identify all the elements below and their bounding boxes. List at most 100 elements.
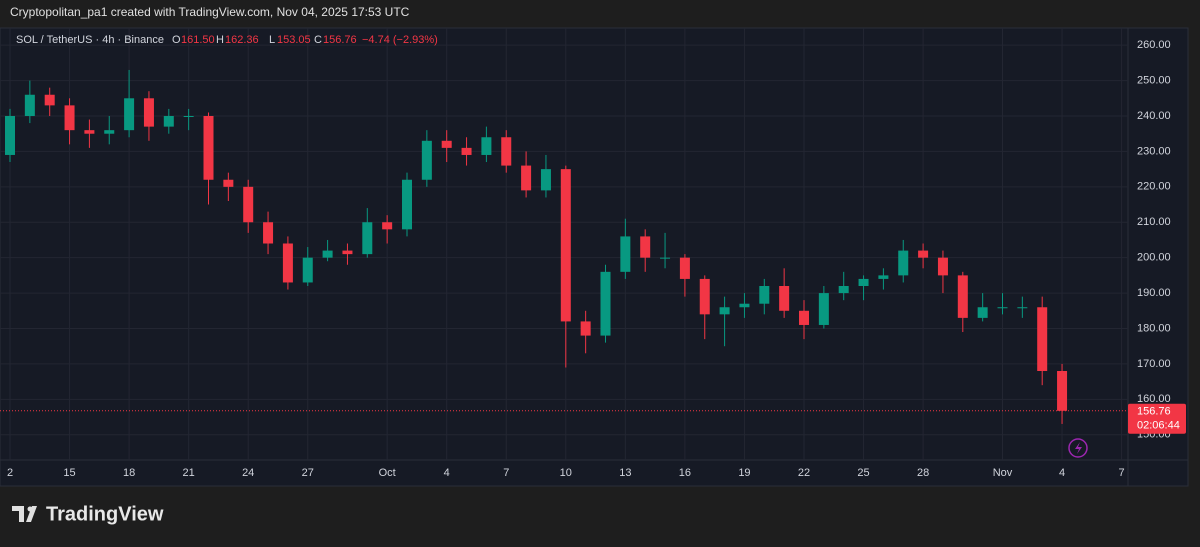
candle-body xyxy=(263,222,274,244)
candle-body xyxy=(898,250,909,276)
logo-dot xyxy=(27,506,33,512)
alert-icon[interactable] xyxy=(1068,438,1088,458)
candle-body xyxy=(1037,307,1048,371)
h-value: 162.36 xyxy=(225,34,259,46)
l-label: L xyxy=(269,34,275,46)
y-tick-label: 210.00 xyxy=(1137,216,1171,228)
candle-body xyxy=(362,222,373,255)
candle-body xyxy=(441,140,452,148)
x-tick-label: 25 xyxy=(857,467,869,479)
change: −4.74 (−2.93%) xyxy=(362,34,438,46)
logo-text: TradingView xyxy=(46,503,164,525)
candle-body xyxy=(600,271,611,336)
price-tag xyxy=(1128,403,1186,434)
alert-bolt xyxy=(1075,442,1082,454)
symbol: SOL / TetherUS · 4h · Binance xyxy=(16,34,164,46)
price-tag-value: 156.76 xyxy=(1137,406,1171,418)
x-tick-label: Nov xyxy=(993,467,1013,479)
x-tick-label: 10 xyxy=(560,467,572,479)
y-tick-label: 240.00 xyxy=(1137,110,1171,122)
x-tick-label: 15 xyxy=(63,467,75,479)
candle-body xyxy=(44,94,55,106)
candle-body xyxy=(223,179,234,187)
candle-body xyxy=(977,307,988,318)
x-tick-label: 27 xyxy=(302,467,314,479)
x-tick-label: 18 xyxy=(123,467,135,479)
candle-body xyxy=(143,98,154,127)
candle-body xyxy=(382,222,393,230)
candle-body xyxy=(799,310,809,325)
candle-body xyxy=(997,307,1008,309)
candle-body xyxy=(1017,307,1028,309)
candle-body xyxy=(322,250,333,258)
candle-body xyxy=(461,147,472,155)
x-tick-label: 7 xyxy=(503,467,509,479)
y-tick-label: 200.00 xyxy=(1137,252,1171,264)
y-tick-label: 230.00 xyxy=(1137,145,1171,157)
y-tick-label: 180.00 xyxy=(1137,322,1171,334)
o-value: 161.50 xyxy=(181,34,215,46)
h-label: H xyxy=(216,34,224,46)
candle-body xyxy=(24,94,35,116)
candle-body xyxy=(501,137,512,166)
candle-body xyxy=(719,307,730,315)
candle-body xyxy=(84,130,95,134)
candle-body xyxy=(104,130,115,134)
x-tick-label: 19 xyxy=(738,467,750,479)
candle-body xyxy=(699,278,710,315)
candle-body xyxy=(937,257,948,276)
candle-body xyxy=(779,286,790,311)
candle-body xyxy=(421,140,432,180)
x-tick-label: 21 xyxy=(183,467,195,479)
candle-body xyxy=(521,165,532,191)
candle-body xyxy=(203,116,214,180)
candle-body xyxy=(540,169,551,191)
candle-body xyxy=(838,286,849,294)
price-tag-countdown: 02:06:44 xyxy=(1137,420,1180,432)
y-tick-label: 190.00 xyxy=(1137,287,1171,299)
x-tick-label: 4 xyxy=(444,467,450,479)
candle-body xyxy=(481,137,492,155)
x-tick-label: 2 xyxy=(7,467,13,479)
c-value: 156.76 xyxy=(323,34,357,46)
l-value: 153.05 xyxy=(277,34,311,46)
candle-body xyxy=(620,236,631,272)
y-tick-label: 220.00 xyxy=(1137,181,1171,193)
x-tick-label: 4 xyxy=(1059,467,1065,479)
candle-body xyxy=(282,243,293,283)
y-tick-label: 170.00 xyxy=(1137,358,1171,370)
candle-body xyxy=(739,303,750,308)
candle-body xyxy=(679,257,690,279)
candle-body xyxy=(580,321,591,336)
x-tick-label: 7 xyxy=(1119,467,1125,479)
x-tick-label: 24 xyxy=(242,467,254,479)
candle-body xyxy=(402,179,412,230)
x-tick-label: 22 xyxy=(798,467,810,479)
candle-body xyxy=(243,186,254,223)
candle-body xyxy=(957,275,968,318)
x-tick-label: 28 xyxy=(917,467,929,479)
y-tick-label: 160.00 xyxy=(1137,393,1171,405)
c-label: C xyxy=(314,34,322,46)
candle-body xyxy=(560,169,571,322)
candle-body xyxy=(759,286,770,304)
x-tick-label: 13 xyxy=(619,467,631,479)
candle-body xyxy=(342,250,353,255)
x-tick-label: Oct xyxy=(379,467,396,479)
candle-body xyxy=(858,278,869,286)
credit: Cryptopolitan_pa1 created with TradingVi… xyxy=(10,5,410,19)
candle-body xyxy=(1057,371,1068,411)
candle-body xyxy=(640,236,651,258)
logo xyxy=(12,506,37,522)
candle-body xyxy=(64,105,75,131)
y-tick-label: 260.00 xyxy=(1137,39,1171,51)
candle-body xyxy=(818,293,829,325)
candle-body xyxy=(918,250,929,258)
o-label: O xyxy=(172,34,181,46)
chart-panel xyxy=(0,27,1189,487)
candle-body xyxy=(660,257,671,259)
candle-body xyxy=(5,116,15,155)
candle-body xyxy=(163,116,174,127)
